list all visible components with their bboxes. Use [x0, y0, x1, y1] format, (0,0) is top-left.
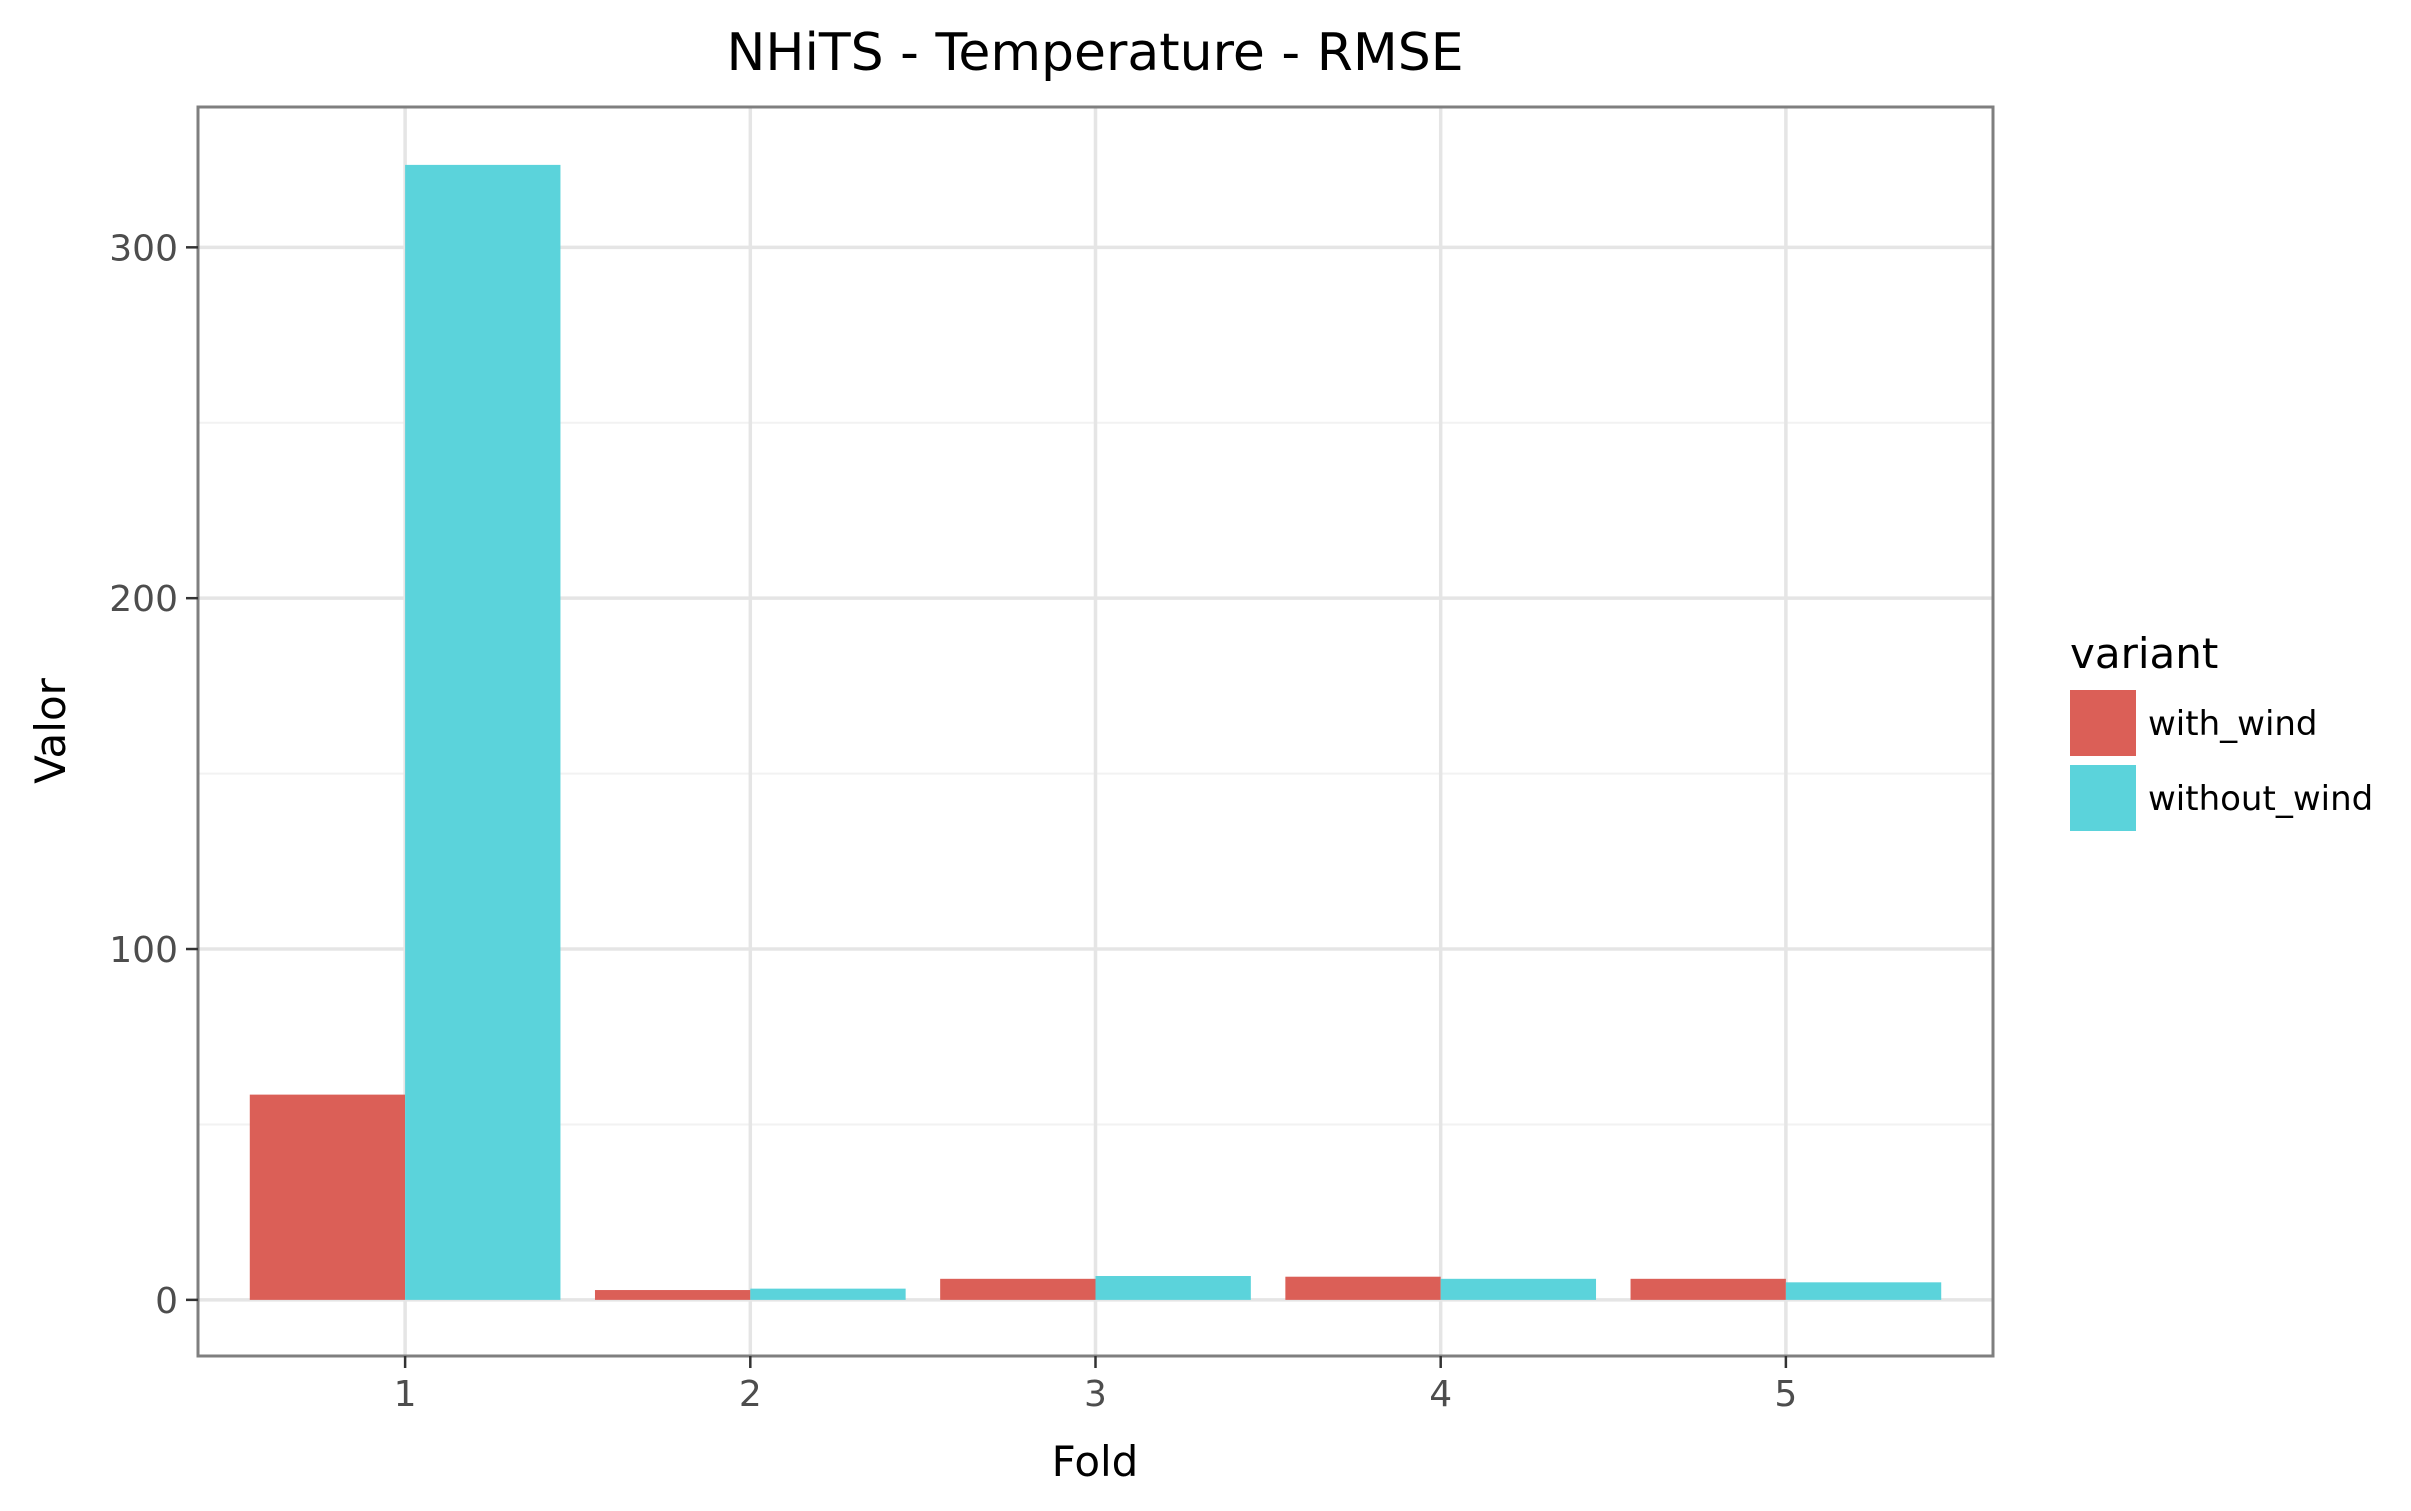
y-tick-label: 200	[109, 579, 178, 620]
x-tick-label: 4	[1429, 1374, 1452, 1415]
y-axis-title: Valor	[26, 677, 75, 784]
bar-without_wind-fold-4	[1440, 1278, 1597, 1300]
chart-title: NHiTS - Temperature - RMSE	[726, 23, 1463, 83]
bar-with_wind-fold-5	[1630, 1278, 1786, 1300]
legend-swatch-with_wind	[2070, 690, 2136, 756]
bar-without_wind-fold-1	[405, 164, 561, 1300]
legend-items: with_wind without_wind	[2070, 690, 2373, 831]
y-axis: 0 100 200 300	[109, 228, 198, 1322]
x-tick-label: 5	[1774, 1374, 1797, 1415]
legend-swatch-without_wind	[2070, 765, 2136, 831]
x-tick-label: 3	[1084, 1374, 1107, 1415]
legend-label-with_wind: with_wind	[2148, 704, 2318, 744]
x-axis: 1 2 3 4 5	[394, 1356, 1797, 1415]
bar-without_wind-fold-5	[1785, 1282, 1942, 1300]
x-axis-title: Fold	[1052, 1437, 1139, 1486]
legend-label-without_wind: without_wind	[2148, 779, 2373, 819]
legend-title: variant	[2070, 629, 2218, 678]
bar-without_wind-fold-3	[1095, 1276, 1251, 1300]
bars	[249, 164, 1942, 1300]
bar-with_wind-fold-1	[249, 1094, 406, 1300]
bar-with_wind-fold-2	[594, 1290, 751, 1300]
y-tick-label: 300	[109, 228, 178, 269]
bar-with_wind-fold-3	[940, 1278, 1096, 1300]
legend: variant with_wind without_wind	[2070, 629, 2373, 831]
y-tick-label: 0	[155, 1281, 178, 1322]
bar-without_wind-fold-2	[750, 1288, 906, 1300]
y-tick-label: 100	[109, 930, 178, 971]
bar-with_wind-fold-4	[1285, 1276, 1441, 1300]
x-tick-label: 1	[394, 1374, 417, 1415]
x-tick-label: 2	[739, 1374, 762, 1415]
